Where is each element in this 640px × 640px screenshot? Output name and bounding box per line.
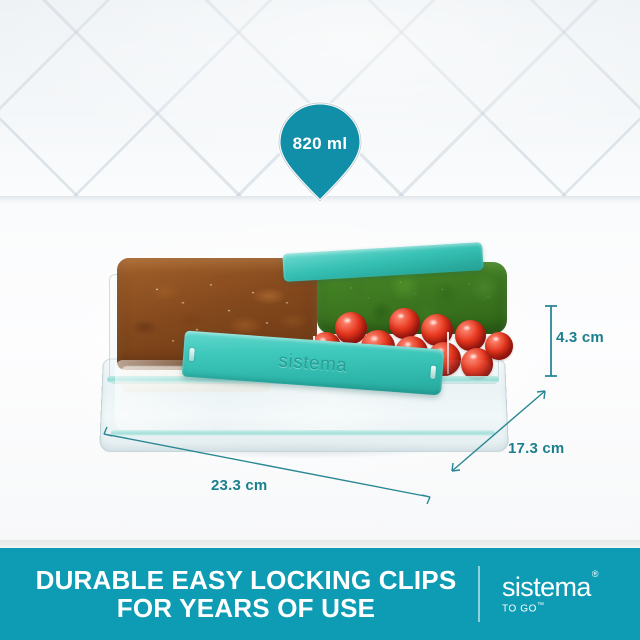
- silicone-seal-lower: [111, 430, 495, 436]
- brand-subtitle: TO GO™: [502, 602, 640, 614]
- registered-trademark-icon: ®: [591, 568, 599, 579]
- dimension-width-label: 23.3 cm: [211, 477, 268, 494]
- dimension-height-label: 4.3 cm: [556, 329, 604, 346]
- banner-divider: [478, 566, 480, 622]
- feature-banner: DURABLE EASY LOCKING CLIPS FOR YEARS OF …: [0, 548, 640, 640]
- brand-name-text: sistema: [502, 571, 591, 602]
- trademark-icon: ™: [537, 601, 545, 609]
- cherry-tomato: [485, 332, 513, 360]
- food-container-product: sistema: [95, 240, 515, 480]
- teardrop-pin-icon: [277, 101, 363, 204]
- compartment-divider-right: [447, 332, 449, 374]
- clip-pin-left: [188, 347, 195, 362]
- volume-badge: 820 ml: [272, 100, 368, 204]
- cherry-tomato: [455, 320, 486, 351]
- banner-headline-line1: DURABLE EASY LOCKING CLIPS: [35, 564, 457, 595]
- banner-headline-line2: FOR YEARS OF USE: [116, 593, 376, 623]
- dimension-depth-label: 17.3 cm: [508, 440, 565, 457]
- clip-brand-emboss: sistema: [277, 350, 349, 377]
- cherry-tomato: [389, 308, 420, 339]
- brand-logo: sistema® TO GO™: [480, 569, 640, 614]
- banner-headline: DURABLE EASY LOCKING CLIPS FOR YEARS OF …: [0, 566, 478, 622]
- banner-top-gap: [0, 540, 640, 548]
- cherry-tomato: [335, 312, 367, 344]
- brand-name: sistema®: [502, 569, 598, 602]
- clip-pin-right: [430, 365, 437, 379]
- brand-subtitle-text: TO GO: [502, 603, 538, 615]
